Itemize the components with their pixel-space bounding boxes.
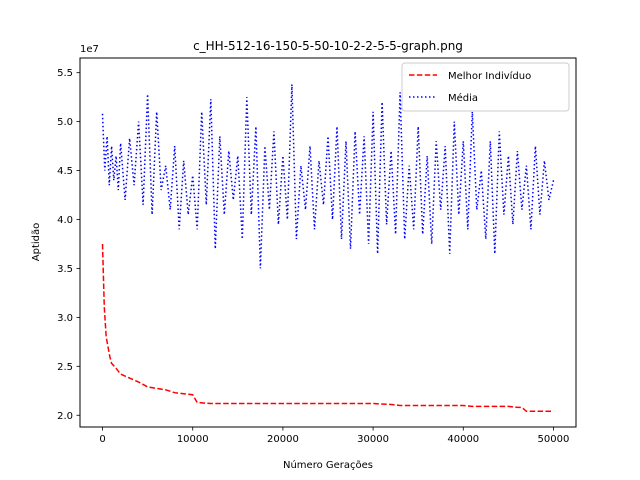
y-tick-label: 4.0 — [57, 215, 73, 226]
axes-frame — [79, 57, 577, 428]
legend-label-melhor-individuo: Melhor Indivíduo — [448, 70, 531, 82]
x-tick-label: 40000 — [447, 434, 479, 445]
x-tick-label: 10000 — [177, 434, 209, 445]
y-offset-label: 1e7 — [80, 44, 99, 55]
legend: Melhor Indivíduo Média — [401, 62, 570, 112]
x-tick-label: 30000 — [357, 434, 389, 445]
x-tick-label: 50000 — [538, 434, 570, 445]
chart-title: c_HH-512-16-150-5-50-10-2-2-5-5-graph.pn… — [193, 39, 463, 53]
y-axis-label: Aptidão — [31, 223, 42, 261]
x-axis: 0 10000 20000 30000 40000 50000 — [99, 427, 569, 445]
series-line-melhor-individuo — [101, 243, 554, 413]
series-line-media — [101, 84, 555, 269]
y-tick-label: 5.0 — [57, 117, 73, 128]
legend-box — [401, 62, 570, 112]
x-tick-label: 20000 — [267, 434, 299, 445]
x-axis-label: Número Gerações — [283, 459, 373, 471]
y-tick-label: 2.5 — [57, 362, 73, 373]
y-tick-label: 5.5 — [57, 68, 73, 79]
y-tick-label: 2.0 — [57, 411, 73, 422]
legend-label-media: Média — [448, 92, 478, 104]
y-tick-label: 3.0 — [57, 313, 73, 324]
y-tick-label: 4.5 — [57, 166, 73, 177]
x-tick-label: 0 — [99, 434, 105, 445]
y-axis: 2.0 2.5 3.0 3.5 4.0 4.5 5.0 5.5 — [57, 68, 80, 422]
y-tick-label: 3.5 — [57, 264, 73, 275]
plot-area — [101, 84, 555, 413]
